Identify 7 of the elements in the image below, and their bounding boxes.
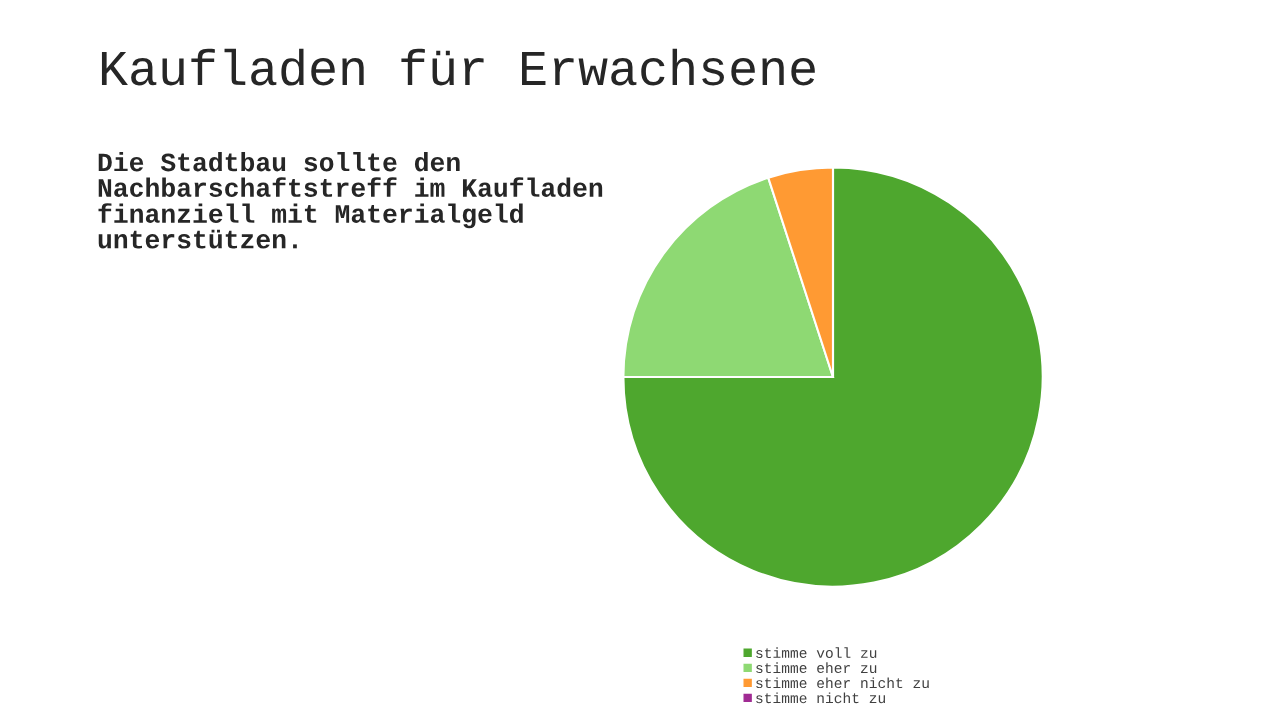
pie-slice bbox=[622, 166, 1044, 588]
legend-label: stimme eher zu bbox=[756, 662, 877, 674]
chart-title: Kaufladen für Erwachsene bbox=[101, 48, 815, 86]
legend-label: stimme eher nicht zu bbox=[756, 677, 929, 689]
legend-label: stimme voll zu bbox=[756, 647, 877, 658]
legend-label: stimme nicht zu bbox=[756, 692, 885, 704]
text: Die Stadtbau sollte den Nachbarschaftstreff im Kaufladen finanziell mit Materialgeld unterstützen. bbox=[98, 152, 603, 249]
